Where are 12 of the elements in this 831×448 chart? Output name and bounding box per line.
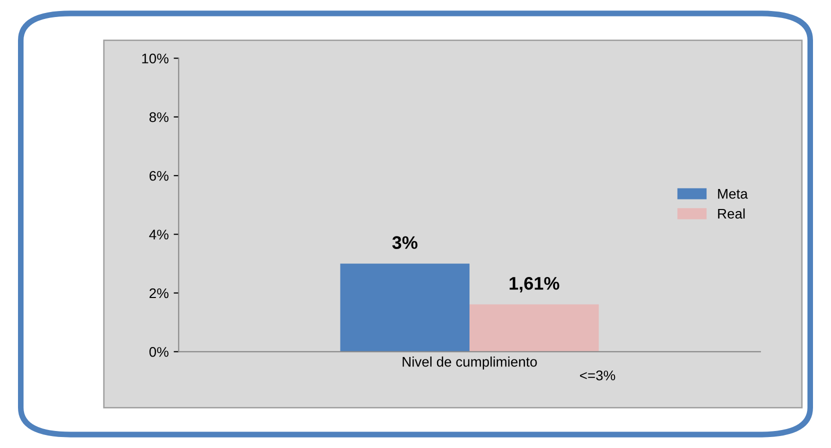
x-tick-label: Nivel de cumplimiento (402, 356, 537, 370)
text: <=3% (580, 370, 616, 380)
y-tick-label: 2% (150, 288, 168, 298)
data-label: 1,61% (510, 276, 560, 292)
y-tick-label: 8% (149, 112, 168, 122)
y-tick-label: 4% (149, 230, 168, 240)
data-label: 3% (392, 236, 418, 249)
y-tick-label: 6% (150, 170, 168, 181)
legend-label: Meta (718, 189, 748, 199)
y-tick-label: 0% (149, 347, 168, 357)
y-tick-label: 10% (142, 54, 168, 64)
legend-label: Real (718, 208, 745, 219)
